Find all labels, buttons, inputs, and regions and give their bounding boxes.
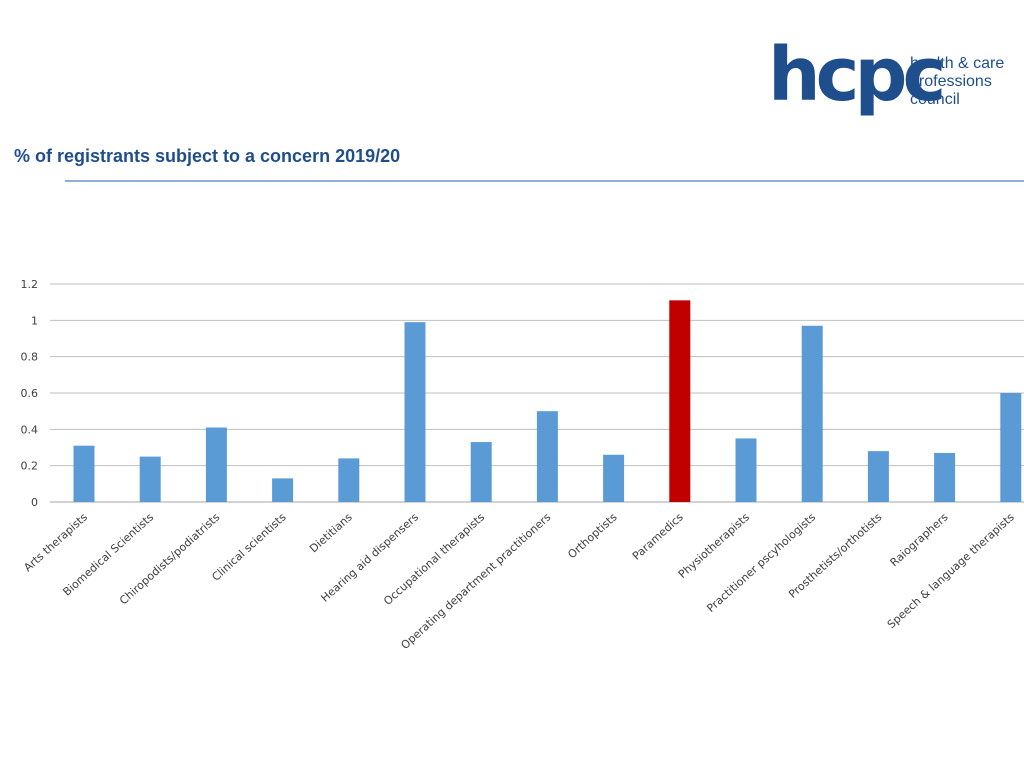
bar xyxy=(205,427,227,502)
category-label: Practitioner pscyhologists xyxy=(704,510,818,615)
y-tick-label: 1 xyxy=(31,314,38,327)
category-label: Arts therapists xyxy=(21,510,90,574)
y-tick-label: 0.6 xyxy=(21,387,39,400)
category-label: Orthoptists xyxy=(565,510,619,561)
logo-mark: hcpc xyxy=(768,32,946,118)
bar xyxy=(603,454,625,502)
y-tick-label: 0.4 xyxy=(21,423,39,436)
bars xyxy=(73,300,1022,502)
hcpc-logo: hcpc health & care professions council xyxy=(768,38,1008,134)
logo-tagline-line-3: council xyxy=(910,91,960,108)
y-tick-label: 1.2 xyxy=(21,278,39,291)
bar xyxy=(404,322,426,502)
bar xyxy=(801,325,823,502)
logo-tagline-line-1: health & care xyxy=(910,55,1005,72)
bar xyxy=(735,438,757,502)
bar xyxy=(536,411,558,502)
category-label: Speech & language therapists xyxy=(885,510,1017,631)
bar xyxy=(73,445,95,502)
bar xyxy=(338,458,360,502)
logo-tagline: health & care professions council xyxy=(910,55,1010,109)
slide-title: % of registrants subject to a concern 20… xyxy=(14,146,401,166)
y-tick-label: 0.2 xyxy=(21,460,39,473)
y-tick-label: 0 xyxy=(31,496,38,509)
category-label: Paramedics xyxy=(630,510,686,562)
category-label: Dietitians xyxy=(307,510,355,555)
bar xyxy=(934,452,956,502)
bar xyxy=(470,442,492,502)
bar xyxy=(272,478,294,502)
bar xyxy=(1000,393,1022,502)
bar xyxy=(139,456,161,502)
bar-chart: 0 0.2 0.4 0.6 0.8 1 1.2 Arts therapistsBiomedi… xyxy=(21,278,1024,652)
y-tick-label: 0.8 xyxy=(21,351,39,364)
title-divider xyxy=(65,180,1024,182)
y-axis: 0 0.2 0.4 0.6 0.8 1 1.2 xyxy=(21,278,39,509)
category-label: Operating department practitioners xyxy=(398,510,553,652)
category-label: Raiographers xyxy=(888,510,951,569)
category-label: Clinical scientists xyxy=(209,510,288,583)
bar xyxy=(867,451,889,502)
category-label: Physiotherapists xyxy=(676,510,752,581)
bar xyxy=(669,300,691,502)
logo-tagline-line-2: professions xyxy=(910,73,992,90)
